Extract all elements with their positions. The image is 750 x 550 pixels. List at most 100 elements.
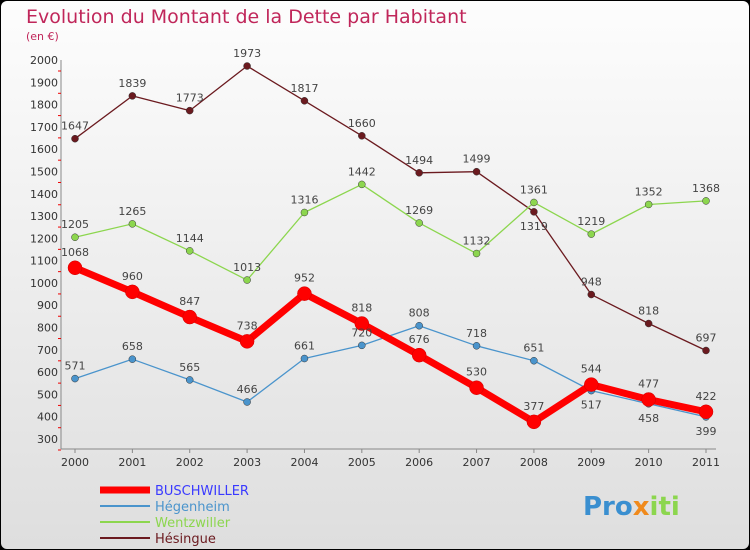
data-label: 530 [466,366,487,379]
chart-title: Evolution du Montant de la Dette par Hab… [26,6,467,28]
legend-item[interactable]: BUSCHWILLER [100,484,249,499]
data-label: 1068 [61,246,89,259]
legend-label: Hégenheim [155,500,230,515]
data-point[interactable] [300,208,309,217]
x-tick-label: 2000 [61,456,89,469]
data-point[interactable] [128,355,137,363]
x-tick-label: 2007 [463,456,491,469]
data-point[interactable] [472,249,481,258]
legend-label: Hésingue [155,532,216,547]
data-label: 377 [523,400,544,413]
data-label: 697 [696,331,717,344]
x-tick-label: 2008 [520,456,548,469]
data-point[interactable] [243,398,251,406]
x-tick-label: 2001 [118,456,146,469]
data-point[interactable] [469,380,484,395]
data-point[interactable] [300,97,309,105]
data-point[interactable] [530,198,538,207]
data-label: 818 [638,305,659,318]
data-label: 1660 [348,117,376,130]
data-label: 1013 [233,261,261,274]
data-point[interactable] [415,169,423,177]
data-label: 1973 [233,47,261,60]
data-point[interactable] [526,414,542,430]
data-label: 399 [696,425,717,438]
y-tick-label: 1200 [30,232,58,245]
x-tick-label: 2003 [233,456,261,469]
data-label: 1144 [176,232,204,245]
y-tick-label: 1600 [30,143,58,156]
data-point[interactable] [644,200,653,209]
data-point[interactable] [239,334,255,349]
data-point[interactable] [71,374,79,383]
chart-subtitle: (en €) [26,30,59,43]
data-point[interactable] [354,316,370,331]
data-point[interactable] [243,62,251,70]
data-label: 1132 [463,235,491,248]
data-point[interactable] [125,284,140,300]
data-point[interactable] [185,247,194,255]
data-label: 422 [696,390,717,403]
data-label: 676 [409,333,430,346]
data-point[interactable] [702,197,710,205]
y-tick-label: 1100 [30,255,58,268]
data-point[interactable] [411,347,427,363]
data-point[interactable] [358,132,366,140]
data-point[interactable] [185,106,194,115]
data-point[interactable] [185,376,194,384]
data-point[interactable] [415,219,423,227]
y-tick-label: 600 [37,366,58,379]
data-point[interactable] [530,208,538,216]
data-point[interactable] [702,346,710,355]
data-point[interactable] [71,134,79,143]
data-point[interactable] [243,276,251,284]
legend-item[interactable]: Hégenheim [100,500,230,515]
data-point[interactable] [530,356,538,365]
data-label: 651 [523,342,544,355]
data-label: 1352 [635,185,663,198]
data-point[interactable] [182,309,197,325]
data-point[interactable] [472,342,481,350]
data-label: 818 [351,302,372,315]
y-tick-label: 400 [37,411,58,424]
data-point[interactable] [358,341,366,350]
y-tick-label: 1700 [30,121,58,134]
data-point[interactable] [297,286,312,301]
data-label: 720 [351,326,372,339]
x-tick-label: 2004 [290,456,318,469]
data-point[interactable] [71,233,79,241]
legend-item[interactable]: Wentzwiller [100,516,231,531]
data-point[interactable] [641,392,656,407]
data-label: 1205 [61,218,89,231]
x-tick-label: 2011 [692,456,720,469]
data-label: 808 [409,307,430,320]
data-label: 661 [294,340,315,353]
y-tick-label: 900 [37,299,58,312]
data-point[interactable] [415,321,423,330]
data-label: 1647 [61,120,89,133]
y-tick-label: 1000 [30,277,58,290]
data-label: 1319 [520,220,548,233]
legend-label: Wentzwiller [155,516,231,531]
data-point[interactable] [67,260,83,276]
data-point[interactable] [300,354,309,363]
legend-item[interactable]: Hésingue [100,532,216,547]
x-tick-label: 2002 [176,456,204,469]
data-point[interactable] [472,167,481,176]
data-label: 1361 [520,183,548,196]
data-point[interactable] [128,92,137,100]
x-tick-label: 2005 [348,456,376,469]
data-label: 847 [179,295,200,308]
data-point[interactable] [587,230,596,238]
x-tick-label: 2010 [635,456,663,469]
data-point[interactable] [584,377,599,392]
data-point[interactable] [587,290,596,299]
data-point[interactable] [358,180,366,189]
data-point[interactable] [644,319,653,328]
data-point[interactable] [128,220,137,228]
data-point[interactable] [698,404,714,420]
data-label: 738 [237,319,258,332]
data-label: 477 [638,378,659,391]
brand-logo: Proxiti [583,492,680,522]
data-label: 960 [122,270,143,283]
